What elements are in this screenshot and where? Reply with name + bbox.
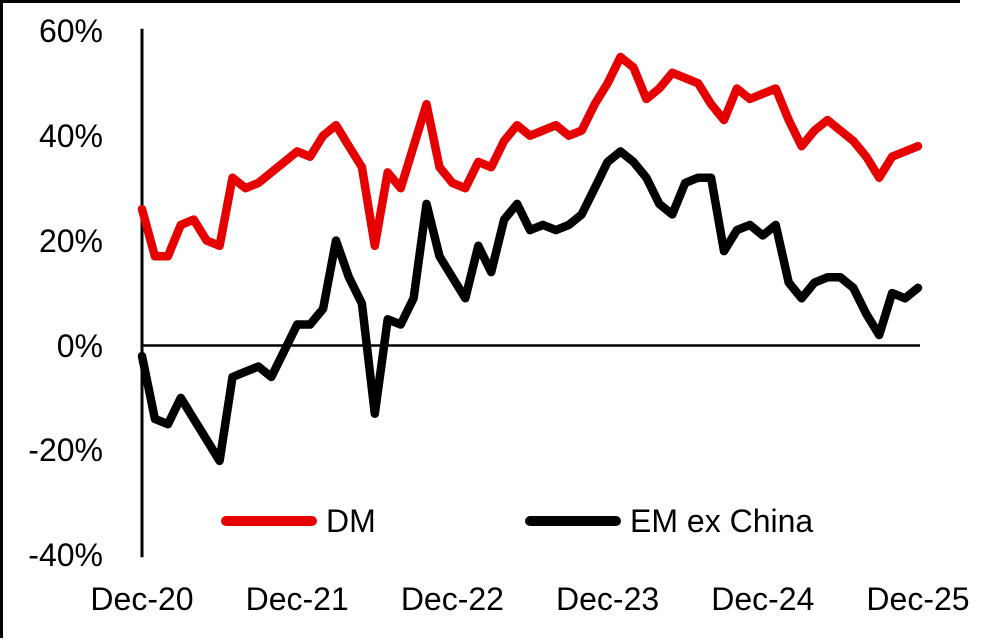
legend-line-dm bbox=[221, 516, 317, 526]
x-axis-tick-label: Dec-22 bbox=[400, 581, 504, 617]
y-axis-tick-label: 0% bbox=[56, 327, 103, 364]
y-axis-tick-label: 20% bbox=[38, 222, 103, 259]
x-axis-tick-label: Dec-20 bbox=[90, 581, 194, 617]
legend-label-em-ex-china: EM ex China bbox=[630, 502, 814, 539]
top-border-artifact bbox=[0, 0, 960, 3]
y-axis-tick-label: -20% bbox=[28, 432, 103, 469]
y-axis-tick-label: 40% bbox=[38, 117, 103, 154]
legend-line-em-ex-china bbox=[525, 516, 621, 526]
x-axis-tick-label: Dec-25 bbox=[866, 581, 970, 617]
y-axis-tick-label: 60% bbox=[38, 12, 103, 49]
x-axis-tick-label: Dec-24 bbox=[711, 581, 815, 617]
legend-item-dm: DM bbox=[221, 503, 376, 539]
x-axis-tick-label: Dec-23 bbox=[556, 581, 660, 617]
legend-item-em: EM ex China bbox=[525, 503, 813, 539]
series-line-em-ex-china bbox=[137, 147, 923, 466]
series-line-dm bbox=[137, 52, 923, 261]
legend-label-dm: DM bbox=[326, 502, 376, 539]
x-axis-tick-label: Dec-21 bbox=[245, 581, 349, 617]
y-axis-tick-label: -40% bbox=[28, 537, 103, 574]
left-border-artifact bbox=[0, 0, 3, 638]
